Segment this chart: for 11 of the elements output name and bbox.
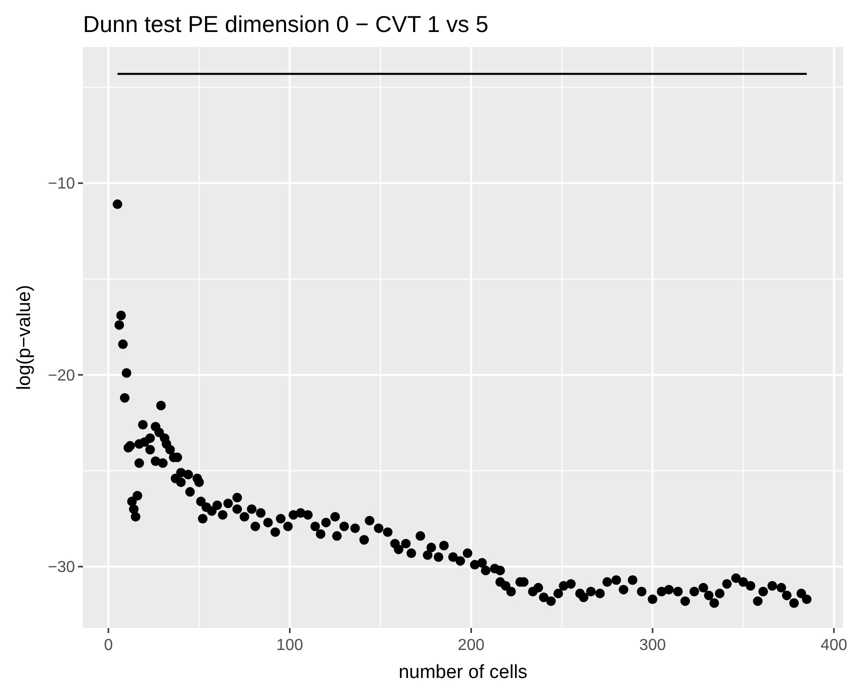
chart-title: Dunn test PE dimension 0 − CVT 1 vs 5 <box>83 11 488 37</box>
x-tick-label: 400 <box>820 637 848 654</box>
x-tick-label: 0 <box>104 637 113 654</box>
y-tick-label: −20 <box>48 367 76 384</box>
x-tick-label: 200 <box>458 637 485 654</box>
x-tick-label: 100 <box>276 637 304 654</box>
y-tick-label: −30 <box>48 559 76 576</box>
y-tick-label: −10 <box>48 176 76 193</box>
x-tick-label: 300 <box>639 637 666 654</box>
y-axis-title: log(p−value) <box>14 284 35 390</box>
x-axis-title: number of cells <box>398 662 528 683</box>
